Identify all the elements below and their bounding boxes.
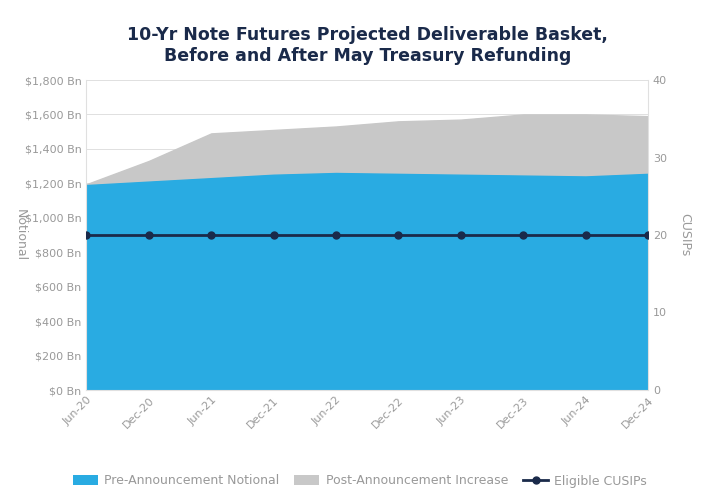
Y-axis label: Notional: Notional bbox=[14, 209, 27, 261]
Y-axis label: CUSIPs: CUSIPs bbox=[678, 214, 691, 256]
Title: 10-Yr Note Futures Projected Deliverable Basket,
Before and After May Treasury R: 10-Yr Note Futures Projected Deliverable… bbox=[127, 26, 608, 64]
Legend: Pre-Announcement Notional, Post-Announcement Increase, Eligible CUSIPs: Pre-Announcement Notional, Post-Announce… bbox=[67, 468, 653, 494]
